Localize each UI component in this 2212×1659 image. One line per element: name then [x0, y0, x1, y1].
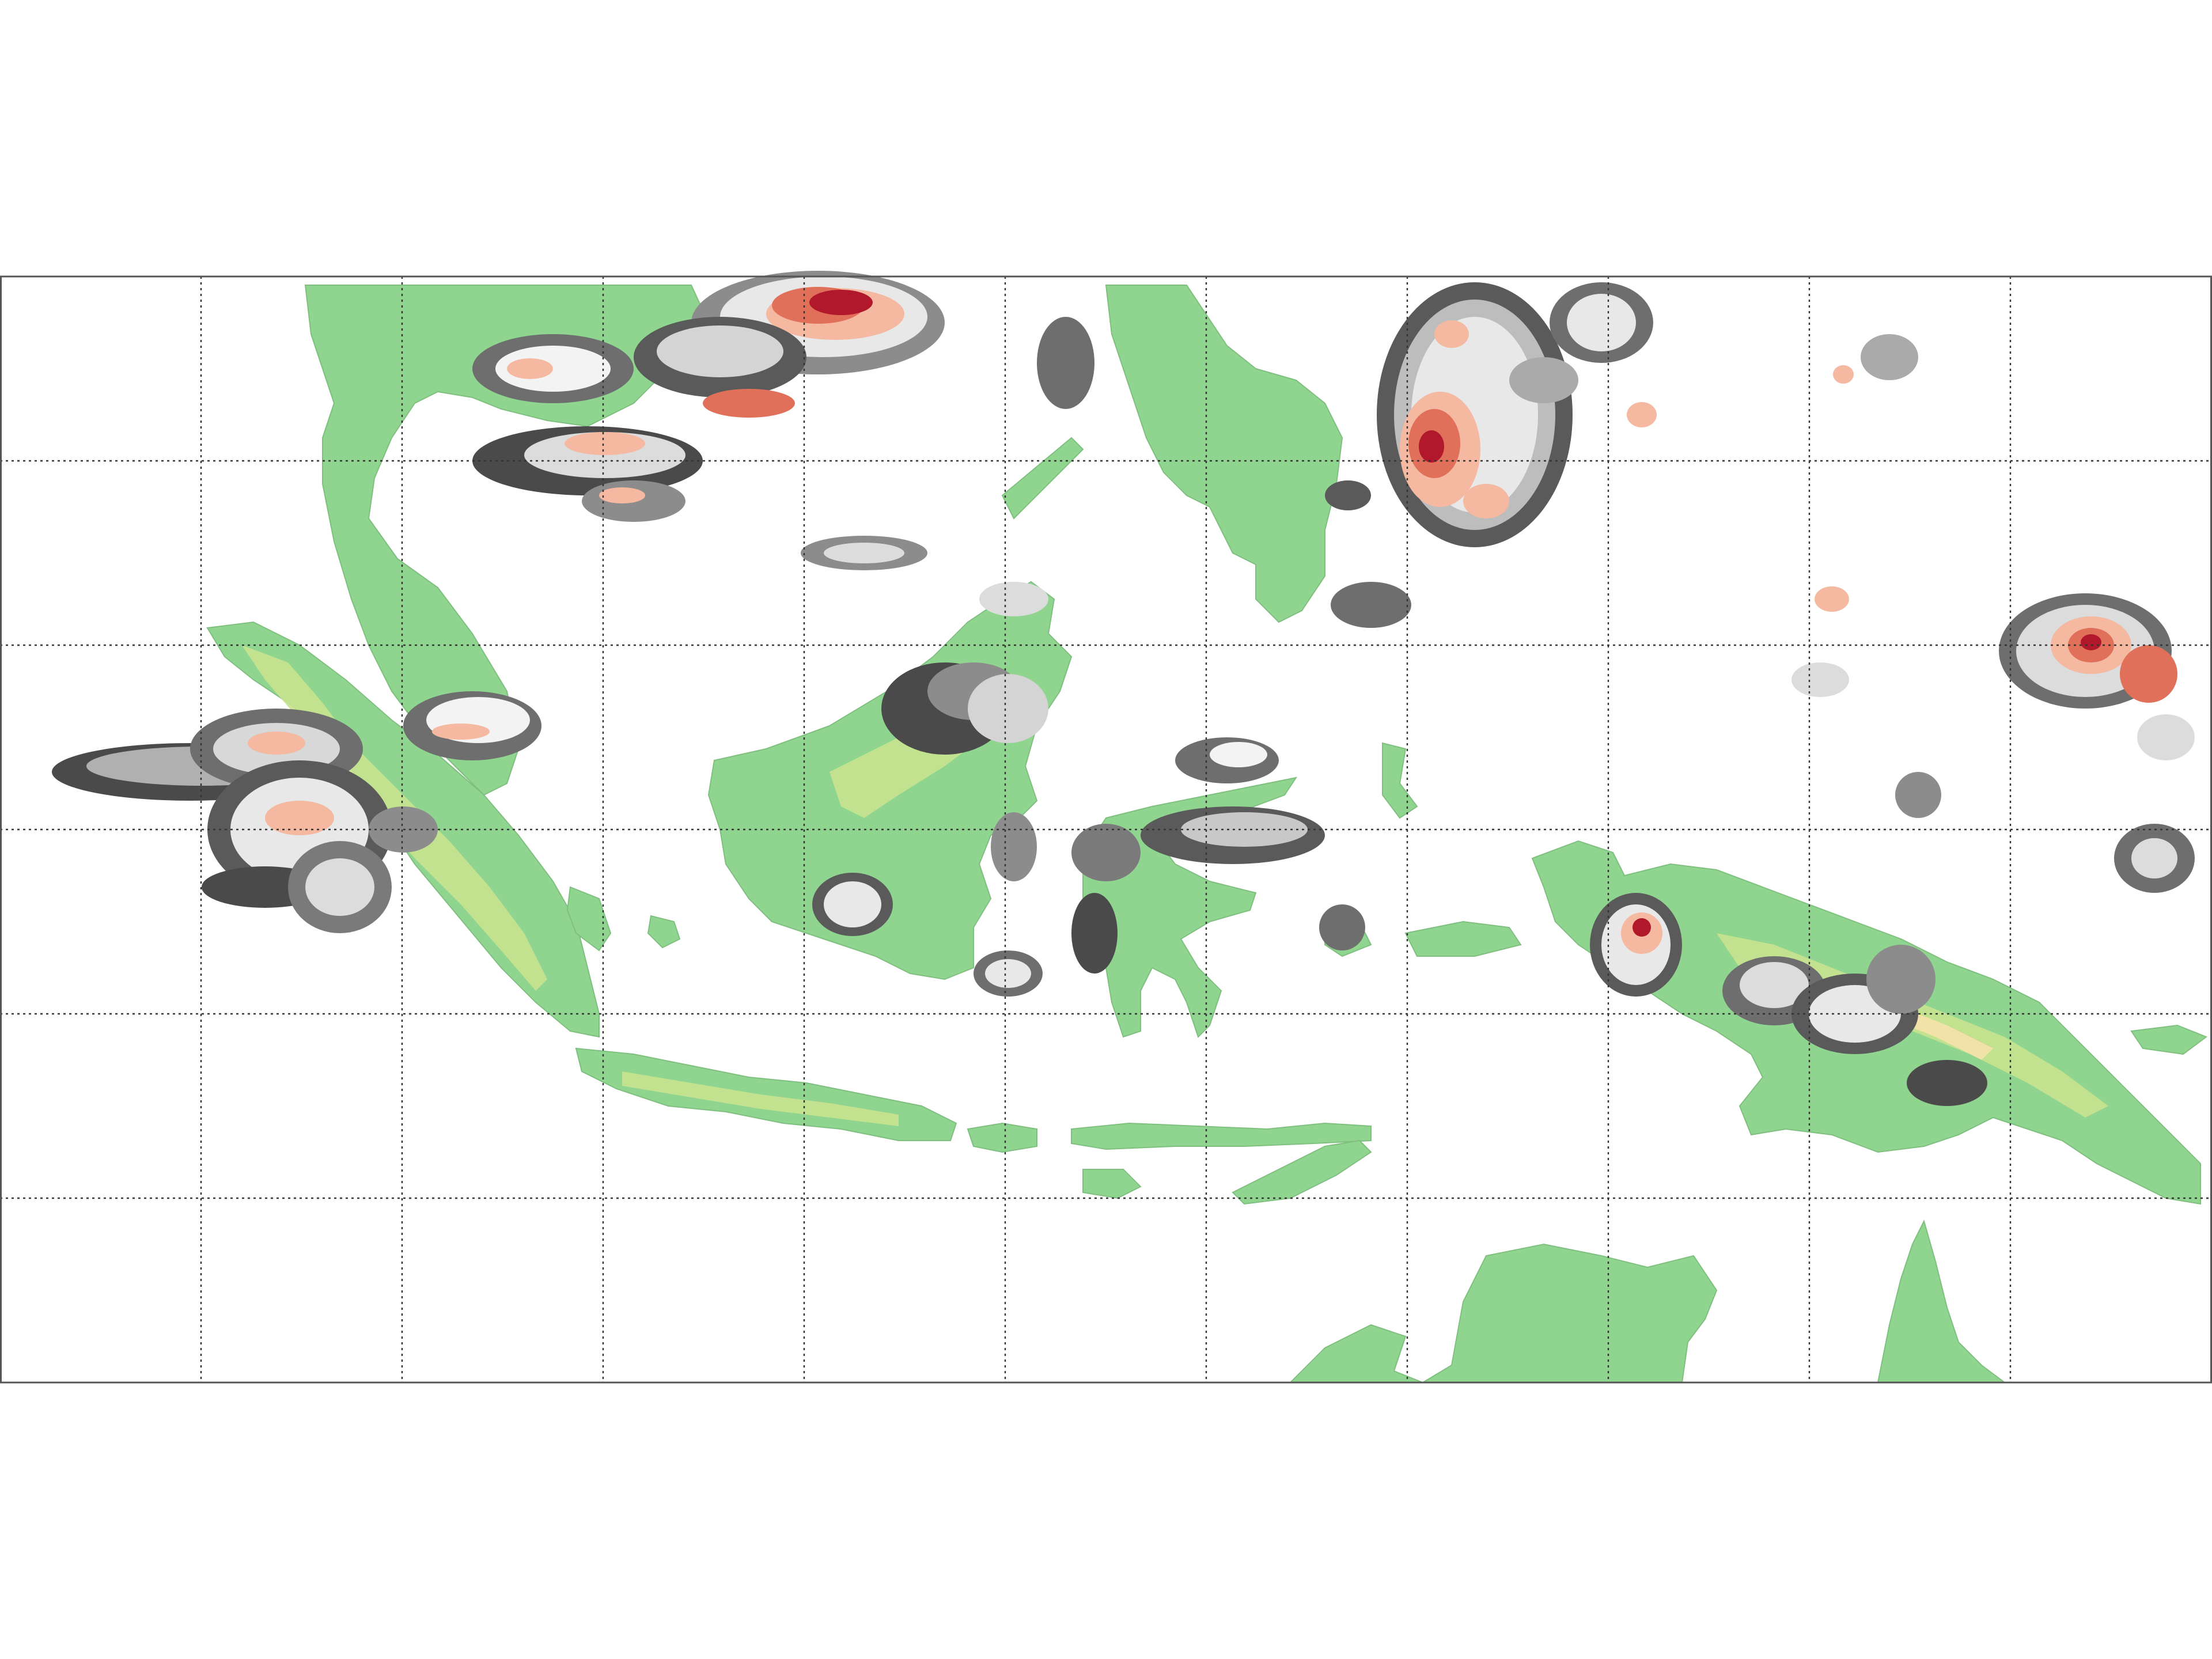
map-frame [0, 275, 2212, 1384]
cloud-cluster-sulawesi [1071, 737, 1365, 974]
land-new-britain [2130, 1024, 2208, 1055]
cloud-cluster-new-guinea [1590, 893, 1987, 1106]
land-seram [1404, 921, 1522, 957]
land-halmahera [1382, 742, 1418, 819]
cloud-cluster-malacca [403, 691, 541, 760]
land-bali-lombok [967, 1122, 1037, 1153]
land-java-highland [622, 1071, 899, 1126]
land-malay-peninsula [304, 285, 710, 796]
land-sumba [1082, 1169, 1142, 1199]
land-sumbawa-flores [1071, 1122, 1372, 1150]
land-timor [1232, 1139, 1372, 1205]
land-palawan [1001, 437, 1084, 520]
cloud-cluster-east-pacific [1627, 334, 2195, 893]
land-cape-york [1877, 1219, 2006, 1383]
land-bangka [566, 886, 612, 952]
graticule [0, 276, 2212, 1382]
land-philippines [1105, 285, 1343, 623]
cloud-cluster-philippine-sea [1325, 282, 1653, 628]
land-java [575, 1047, 957, 1141]
land-australia-north [1289, 1243, 1718, 1384]
land-belitung [647, 915, 681, 949]
